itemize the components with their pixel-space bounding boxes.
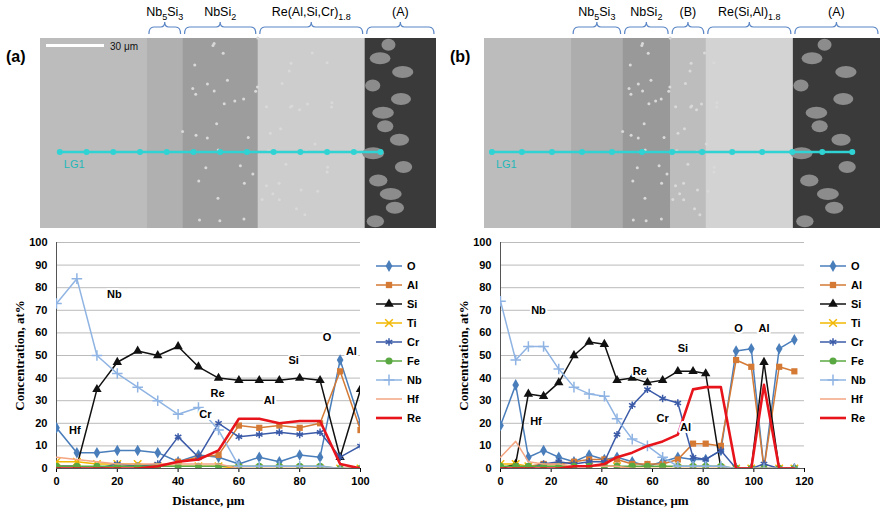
svg-text:Distance, μm: Distance, μm [616, 493, 689, 508]
svg-text:Nb: Nb [531, 304, 546, 316]
svg-text:Al: Al [346, 345, 357, 357]
svg-text:Cr: Cr [199, 408, 212, 420]
svg-text:10: 10 [479, 439, 491, 451]
svg-text:Si: Si [288, 354, 298, 366]
svg-text:20: 20 [479, 417, 491, 429]
svg-text:0: 0 [41, 462, 47, 474]
svg-text:LG1: LG1 [64, 158, 85, 170]
svg-text:Al: Al [264, 394, 275, 406]
svg-text:20: 20 [111, 475, 123, 487]
svg-text:20: 20 [35, 417, 47, 429]
svg-text:Nb5Si3: Nb5Si3 [578, 5, 615, 22]
svg-text:30: 30 [479, 394, 491, 406]
svg-text:Fe: Fe [407, 355, 420, 367]
svg-text:100: 100 [29, 236, 47, 248]
svg-text:Si: Si [407, 298, 417, 310]
svg-text:30: 30 [35, 394, 47, 406]
svg-text:Re: Re [633, 365, 647, 377]
svg-text:O: O [407, 260, 416, 272]
svg-text:Si: Si [678, 342, 688, 354]
svg-text:Cr: Cr [657, 412, 670, 424]
svg-text:50: 50 [479, 349, 491, 361]
svg-text:Re(Si,Al)1.8: Re(Si,Al)1.8 [718, 5, 781, 22]
svg-text:10: 10 [35, 439, 47, 451]
svg-text:0: 0 [485, 462, 491, 474]
svg-text:Al: Al [758, 322, 769, 334]
svg-text:60: 60 [35, 326, 47, 338]
svg-text:Ti: Ti [407, 317, 417, 329]
svg-text:80: 80 [35, 281, 47, 293]
svg-text:O: O [851, 260, 860, 272]
svg-text:0: 0 [53, 475, 59, 487]
svg-text:Hf: Hf [69, 424, 81, 436]
svg-text:NbSi2: NbSi2 [204, 5, 236, 22]
svg-text:Hf: Hf [530, 415, 542, 427]
svg-text:(b): (b) [450, 48, 470, 65]
svg-text:Cr: Cr [407, 336, 420, 348]
svg-text:0: 0 [497, 475, 503, 487]
svg-text:Re(Al,Si,Cr)1.8: Re(Al,Si,Cr)1.8 [272, 5, 351, 22]
svg-text:70: 70 [479, 304, 491, 316]
svg-text:80: 80 [697, 475, 709, 487]
svg-text:80: 80 [294, 475, 306, 487]
svg-text:100: 100 [745, 475, 763, 487]
svg-text:(B): (B) [680, 5, 697, 19]
svg-text:O: O [323, 331, 332, 343]
svg-text:90: 90 [479, 259, 491, 271]
svg-text:30 μm: 30 μm [110, 41, 138, 52]
svg-text:40: 40 [172, 475, 184, 487]
svg-text:100: 100 [351, 475, 369, 487]
svg-text:(A): (A) [392, 5, 409, 19]
svg-text:80: 80 [479, 281, 491, 293]
svg-text:(a): (a) [6, 48, 26, 65]
svg-text:Cr: Cr [851, 336, 864, 348]
svg-text:50: 50 [35, 349, 47, 361]
svg-text:Hf: Hf [407, 393, 419, 405]
svg-text:Re: Re [211, 387, 225, 399]
svg-text:Al: Al [851, 279, 862, 291]
svg-text:40: 40 [35, 372, 47, 384]
svg-text:Re: Re [407, 412, 421, 424]
svg-text:Fe: Fe [851, 355, 864, 367]
svg-text:NbSi2: NbSi2 [630, 5, 662, 22]
svg-text:20: 20 [545, 475, 557, 487]
svg-text:Al: Al [680, 421, 691, 433]
svg-text:Nb: Nb [107, 288, 122, 300]
svg-text:Hf: Hf [851, 393, 863, 405]
svg-text:40: 40 [596, 475, 608, 487]
svg-text:Nb5Si3: Nb5Si3 [146, 5, 183, 22]
svg-text:90: 90 [35, 259, 47, 271]
svg-text:(A): (A) [828, 5, 845, 19]
svg-text:Re: Re [851, 412, 865, 424]
svg-text:Concentration, at%: Concentration, at% [12, 300, 27, 411]
svg-text:40: 40 [479, 372, 491, 384]
svg-text:Nb: Nb [407, 374, 422, 386]
svg-text:60: 60 [479, 326, 491, 338]
svg-text:70: 70 [35, 304, 47, 316]
svg-text:Ti: Ti [851, 317, 861, 329]
svg-text:100: 100 [473, 236, 491, 248]
svg-text:Concentration, at%: Concentration, at% [456, 300, 471, 411]
svg-text:LG1: LG1 [496, 158, 517, 170]
svg-text:O: O [734, 322, 743, 334]
svg-text:60: 60 [233, 475, 245, 487]
svg-text:60: 60 [646, 475, 658, 487]
svg-text:Nb: Nb [851, 374, 866, 386]
svg-text:Distance, μm: Distance, μm [172, 493, 245, 508]
svg-text:Si: Si [851, 298, 861, 310]
svg-text:120: 120 [795, 475, 813, 487]
svg-text:Al: Al [407, 279, 418, 291]
